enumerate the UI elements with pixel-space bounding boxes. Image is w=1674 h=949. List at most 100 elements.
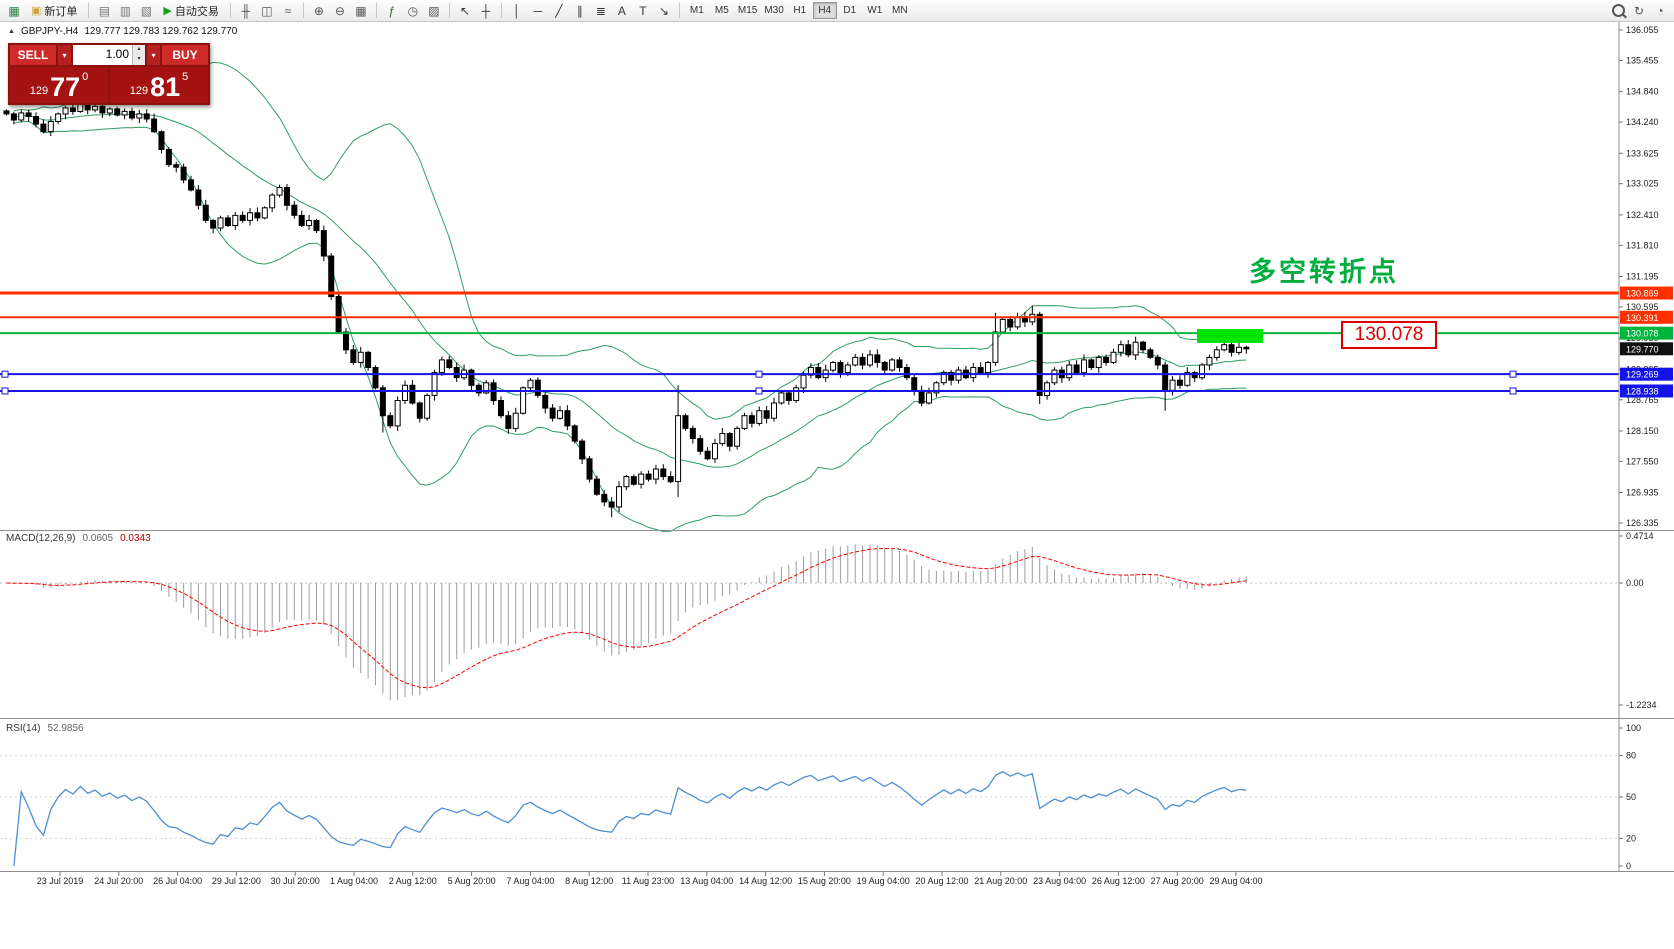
vertical-line-icon[interactable]: │ [513, 3, 521, 18]
chart-title: ▲ GBPJPY-,H4 129.777 129.783 129.762 129… [8, 26, 237, 37]
search-icon[interactable] [1608, 2, 1628, 20]
buy-price[interactable]: 129 81 5 [110, 67, 208, 103]
toolbar-separator [678, 3, 680, 18]
price-axis-label: 126.935 [1626, 488, 1659, 498]
toolbar-separator [229, 3, 231, 18]
templates-icon[interactable]: ▨ [428, 3, 440, 18]
time-axis-label: 20 Aug 12:00 [915, 876, 968, 886]
macd-signal-line [6, 547, 1247, 689]
time-axis-label: 8 Aug 12:00 [565, 876, 613, 886]
text-label-icon[interactable]: T [639, 3, 647, 18]
line-handle[interactable] [755, 387, 763, 395]
toolbar-separator [448, 3, 450, 18]
horizontal-line-icon[interactable]: ─ [533, 3, 543, 18]
price-axis-label: 128.150 [1626, 426, 1659, 436]
zoom-out-icon[interactable]: ⊖ [334, 3, 345, 18]
timeframe-mn[interactable]: MN [888, 2, 912, 19]
new-order-icon: ▣ [31, 5, 42, 17]
navigator-icon[interactable]: ▧ [140, 3, 153, 18]
timeframe-m1[interactable]: M1 [685, 2, 709, 19]
time-axis-label: 1 Aug 04:00 [330, 876, 378, 886]
new-order-button[interactable]: ▣ 新订单 [25, 2, 83, 20]
data-window-icon[interactable]: ▥ [119, 3, 132, 18]
volume-spinner[interactable]: ▴ ▾ [132, 45, 145, 65]
play-icon: ▶ [163, 5, 172, 17]
buy-button[interactable]: BUY [162, 45, 208, 65]
timeframe-h1[interactable]: H1 [788, 2, 812, 19]
time-axis-label: 15 Aug 20:00 [798, 876, 851, 886]
rsi-axis-label: 20 [1626, 833, 1636, 843]
crosshair-icon[interactable]: ┼ [481, 3, 491, 18]
toolbar-separator [375, 3, 377, 18]
price-axis-label: 132.410 [1626, 210, 1659, 220]
fibonacci-icon[interactable]: ≣ [595, 3, 606, 18]
volume-field[interactable]: 1.00 ▴ ▾ [73, 45, 145, 65]
line-handle[interactable] [1, 387, 9, 395]
price-tag-label: 130.391 [1626, 313, 1659, 323]
price-tag-label: 130.869 [1626, 289, 1659, 299]
time-axis: 23 Jul 2019 24 Jul 20:00 26 Jul 04:00 29 Ju… [37, 872, 1263, 886]
macd-label: MACD(12,26,9) 0.0605 0.0343 [6, 533, 151, 544]
trendline-icon[interactable]: ╱ [555, 3, 563, 18]
text-icon[interactable]: A [617, 3, 626, 18]
turning-point-annotation[interactable]: 多空转折点 [1249, 257, 1399, 287]
time-axis-label: 2 Aug 12:00 [389, 876, 437, 886]
new-chart-icon[interactable]: ▦ [8, 3, 20, 18]
bar-chart-icon[interactable]: ╫ [241, 3, 251, 18]
zoom-in-icon[interactable]: ⊕ [313, 3, 324, 18]
price-axis-label: 126.335 [1626, 518, 1659, 528]
assistant-icon[interactable]: ◔ [1656, 3, 1664, 18]
price-axis-label: 135.455 [1626, 55, 1659, 65]
time-axis-label: 19 Aug 04:00 [857, 876, 910, 886]
price-axis-label: 133.025 [1626, 179, 1659, 189]
line-handle[interactable] [1509, 387, 1517, 395]
price-axis-label: 128.765 [1626, 395, 1659, 405]
rsi-label: RSI(14) 52.9856 [6, 723, 84, 734]
volume-down-icon[interactable]: ▾ [133, 55, 145, 65]
highlight-zone[interactable] [1197, 329, 1263, 343]
time-axis-label: 23 Aug 04:00 [1033, 876, 1086, 886]
collapse-icon[interactable]: ▲ [8, 28, 15, 35]
timeframe-m30[interactable]: M30 [761, 2, 786, 19]
time-axis-label: 29 Jul 12:00 [212, 876, 261, 886]
channel-icon[interactable]: ∥ [576, 3, 583, 18]
volume-up-icon[interactable]: ▴ [133, 45, 145, 55]
timeframe-m15[interactable]: M15 [735, 2, 760, 19]
timeframe-d1[interactable]: D1 [838, 2, 862, 19]
line-handle[interactable] [1, 370, 9, 378]
buy-options-caret-icon[interactable]: ▾ [147, 45, 160, 65]
time-axis-label: 26 Aug 12:00 [1092, 876, 1145, 886]
key-price-callout[interactable]: 130.078 [1341, 321, 1437, 349]
arrows-icon[interactable]: ↘ [658, 3, 669, 18]
timeframe-m5[interactable]: M5 [710, 2, 734, 19]
time-axis-label: 23 Jul 2019 [37, 876, 84, 886]
timeframe-w1[interactable]: W1 [863, 2, 887, 19]
toolbar-separator [500, 3, 502, 18]
macd-axis-label: 0.00 [1626, 578, 1644, 588]
line-handle[interactable] [755, 370, 763, 378]
line-chart-icon[interactable]: ≈ [284, 3, 292, 18]
refresh-icon[interactable]: ↻ [1633, 3, 1645, 18]
periods-icon[interactable]: ◷ [407, 3, 419, 18]
sell-options-caret-icon[interactable]: ▾ [58, 45, 71, 65]
price-tag-label: 129.770 [1626, 344, 1659, 354]
time-axis-label: 11 Aug 23:00 [622, 876, 674, 886]
candlestick-chart-icon[interactable]: ◫ [261, 3, 273, 18]
sell-price[interactable]: 129 77 0 [10, 67, 108, 103]
timeframe-h4[interactable]: H4 [812, 2, 837, 19]
volume-value[interactable]: 1.00 [105, 47, 129, 61]
macd-axis-label: -1.2234 [1626, 700, 1657, 710]
price-axis [1619, 22, 1674, 871]
line-handle[interactable] [1509, 370, 1517, 378]
bollinger-bands [13, 61, 1247, 533]
market-watch-icon[interactable]: ▤ [98, 3, 111, 18]
price-axis-label: 133.625 [1626, 148, 1659, 158]
tile-windows-icon[interactable]: ▦ [355, 3, 367, 18]
price-tag-label: 130.078 [1626, 329, 1659, 339]
cursor-icon[interactable]: ↖ [459, 3, 470, 18]
auto-trading-button[interactable]: ▶ 自动交易 [157, 2, 224, 20]
symbol-period: GBPJPY-,H4 [20, 26, 79, 37]
sell-button[interactable]: SELL [10, 45, 56, 65]
indicators-icon[interactable]: ƒ [388, 3, 396, 18]
